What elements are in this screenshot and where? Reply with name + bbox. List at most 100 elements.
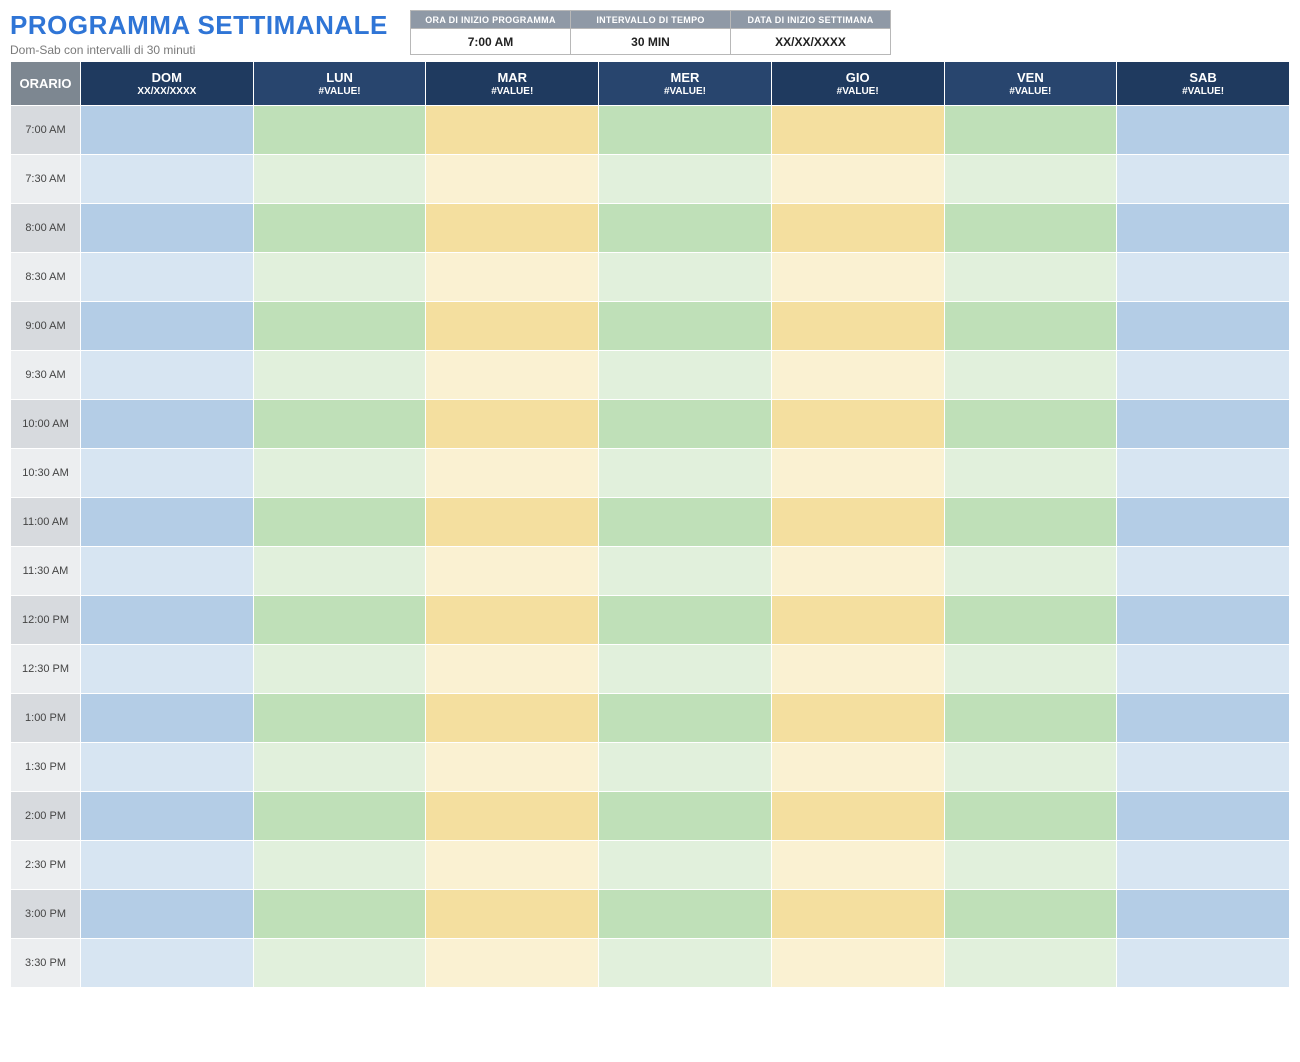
- schedule-cell[interactable]: [426, 253, 599, 302]
- schedule-cell[interactable]: [253, 498, 426, 547]
- schedule-cell[interactable]: [944, 204, 1117, 253]
- schedule-cell[interactable]: [771, 694, 944, 743]
- schedule-cell[interactable]: [81, 449, 254, 498]
- schedule-cell[interactable]: [81, 792, 254, 841]
- schedule-cell[interactable]: [944, 400, 1117, 449]
- schedule-cell[interactable]: [81, 547, 254, 596]
- schedule-cell[interactable]: [253, 351, 426, 400]
- schedule-cell[interactable]: [81, 400, 254, 449]
- schedule-cell[interactable]: [771, 106, 944, 155]
- schedule-cell[interactable]: [771, 547, 944, 596]
- schedule-cell[interactable]: [599, 155, 772, 204]
- schedule-cell[interactable]: [1117, 645, 1290, 694]
- schedule-cell[interactable]: [599, 253, 772, 302]
- schedule-cell[interactable]: [81, 694, 254, 743]
- schedule-cell[interactable]: [1117, 792, 1290, 841]
- schedule-cell[interactable]: [771, 596, 944, 645]
- schedule-cell[interactable]: [599, 351, 772, 400]
- schedule-cell[interactable]: [1117, 449, 1290, 498]
- schedule-cell[interactable]: [426, 694, 599, 743]
- schedule-cell[interactable]: [944, 106, 1117, 155]
- schedule-cell[interactable]: [1117, 498, 1290, 547]
- schedule-cell[interactable]: [1117, 743, 1290, 792]
- schedule-cell[interactable]: [253, 743, 426, 792]
- schedule-cell[interactable]: [253, 890, 426, 939]
- schedule-cell[interactable]: [81, 645, 254, 694]
- schedule-cell[interactable]: [599, 596, 772, 645]
- schedule-cell[interactable]: [253, 449, 426, 498]
- schedule-cell[interactable]: [599, 841, 772, 890]
- schedule-cell[interactable]: [944, 694, 1117, 743]
- schedule-cell[interactable]: [1117, 253, 1290, 302]
- schedule-cell[interactable]: [599, 743, 772, 792]
- schedule-cell[interactable]: [771, 449, 944, 498]
- schedule-cell[interactable]: [1117, 155, 1290, 204]
- schedule-cell[interactable]: [1117, 890, 1290, 939]
- schedule-cell[interactable]: [1117, 596, 1290, 645]
- schedule-cell[interactable]: [253, 792, 426, 841]
- schedule-cell[interactable]: [771, 351, 944, 400]
- schedule-cell[interactable]: [771, 841, 944, 890]
- schedule-cell[interactable]: [81, 253, 254, 302]
- schedule-cell[interactable]: [944, 645, 1117, 694]
- schedule-cell[interactable]: [426, 351, 599, 400]
- schedule-cell[interactable]: [81, 596, 254, 645]
- schedule-cell[interactable]: [253, 155, 426, 204]
- schedule-cell[interactable]: [426, 547, 599, 596]
- schedule-cell[interactable]: [253, 400, 426, 449]
- schedule-cell[interactable]: [1117, 351, 1290, 400]
- schedule-cell[interactable]: [81, 302, 254, 351]
- schedule-cell[interactable]: [426, 743, 599, 792]
- schedule-cell[interactable]: [81, 351, 254, 400]
- schedule-cell[interactable]: [599, 106, 772, 155]
- schedule-cell[interactable]: [944, 841, 1117, 890]
- schedule-cell[interactable]: [1117, 939, 1290, 988]
- schedule-cell[interactable]: [426, 841, 599, 890]
- schedule-cell[interactable]: [771, 253, 944, 302]
- schedule-cell[interactable]: [81, 498, 254, 547]
- schedule-cell[interactable]: [1117, 400, 1290, 449]
- schedule-cell[interactable]: [599, 645, 772, 694]
- meta-value-start-time[interactable]: 7:00 AM: [411, 29, 571, 55]
- schedule-cell[interactable]: [599, 498, 772, 547]
- schedule-cell[interactable]: [771, 792, 944, 841]
- schedule-cell[interactable]: [426, 596, 599, 645]
- schedule-cell[interactable]: [771, 890, 944, 939]
- schedule-cell[interactable]: [944, 890, 1117, 939]
- schedule-cell[interactable]: [771, 400, 944, 449]
- schedule-cell[interactable]: [599, 890, 772, 939]
- schedule-cell[interactable]: [771, 155, 944, 204]
- schedule-cell[interactable]: [426, 400, 599, 449]
- schedule-cell[interactable]: [81, 939, 254, 988]
- schedule-cell[interactable]: [426, 106, 599, 155]
- schedule-cell[interactable]: [253, 547, 426, 596]
- schedule-cell[interactable]: [426, 792, 599, 841]
- schedule-cell[interactable]: [426, 155, 599, 204]
- schedule-cell[interactable]: [426, 498, 599, 547]
- schedule-cell[interactable]: [944, 155, 1117, 204]
- schedule-cell[interactable]: [81, 155, 254, 204]
- schedule-cell[interactable]: [426, 939, 599, 988]
- schedule-cell[interactable]: [426, 890, 599, 939]
- schedule-cell[interactable]: [599, 792, 772, 841]
- schedule-cell[interactable]: [944, 939, 1117, 988]
- schedule-cell[interactable]: [771, 645, 944, 694]
- schedule-cell[interactable]: [944, 596, 1117, 645]
- schedule-cell[interactable]: [253, 694, 426, 743]
- schedule-cell[interactable]: [253, 204, 426, 253]
- schedule-cell[interactable]: [426, 449, 599, 498]
- schedule-cell[interactable]: [253, 302, 426, 351]
- schedule-cell[interactable]: [253, 253, 426, 302]
- schedule-cell[interactable]: [253, 645, 426, 694]
- schedule-cell[interactable]: [599, 204, 772, 253]
- schedule-cell[interactable]: [81, 841, 254, 890]
- schedule-cell[interactable]: [771, 302, 944, 351]
- schedule-cell[interactable]: [1117, 302, 1290, 351]
- schedule-cell[interactable]: [426, 204, 599, 253]
- schedule-cell[interactable]: [1117, 547, 1290, 596]
- schedule-cell[interactable]: [944, 498, 1117, 547]
- schedule-cell[interactable]: [1117, 106, 1290, 155]
- schedule-cell[interactable]: [599, 400, 772, 449]
- schedule-cell[interactable]: [944, 547, 1117, 596]
- schedule-cell[interactable]: [1117, 694, 1290, 743]
